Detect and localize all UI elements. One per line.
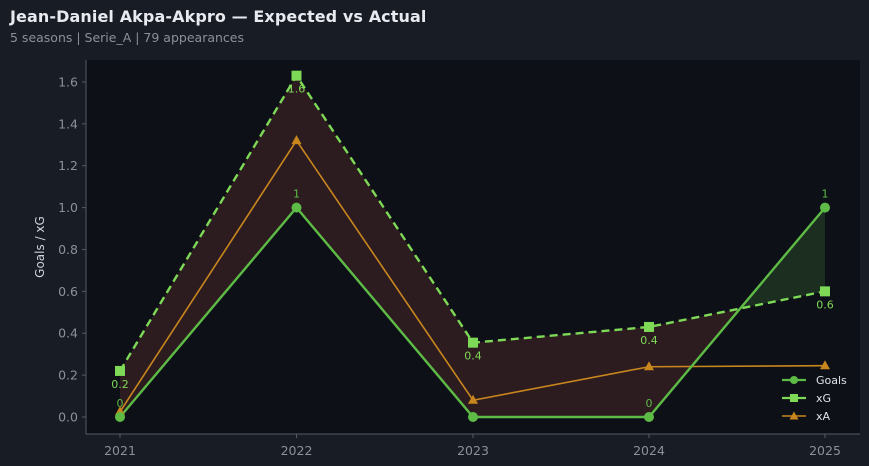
chart-subtitle: 5 seasons | Serie_A | 79 appearances xyxy=(10,30,244,45)
goals-point[interactable] xyxy=(291,202,302,213)
y-tick-label: 0.6 xyxy=(58,284,78,299)
data-labels: 0.2 0 1.6 1 0.4 0.4 0 0.6 1 xyxy=(111,83,834,410)
y-tick-label: 0.4 xyxy=(58,326,78,341)
goals-value-label: 0 xyxy=(117,397,124,410)
square-marker-icon xyxy=(790,394,798,402)
legend: Goals xG xA xyxy=(782,374,847,423)
x-axis-ticks: 2021 2022 2023 2024 2025 xyxy=(104,434,841,458)
goals-point[interactable] xyxy=(644,412,654,422)
y-tick-label: 1.4 xyxy=(58,116,78,131)
legend-label-goals: Goals xyxy=(816,374,847,387)
xg-value-label: 0.4 xyxy=(640,334,658,347)
y-tick-label: 0.0 xyxy=(58,410,78,425)
x-tick-label: 2023 xyxy=(457,443,489,458)
xg-point[interactable] xyxy=(291,70,302,81)
y-axis-ticks: 0.0 0.2 0.4 0.6 0.8 1.0 1.2 1.4 1.6 xyxy=(58,74,86,425)
goals-value-label: 1 xyxy=(822,188,829,201)
y-tick-label: 1.2 xyxy=(58,158,78,173)
xa-point[interactable] xyxy=(291,135,302,145)
triangle-marker-icon xyxy=(789,411,799,420)
y-tick-label: 1.6 xyxy=(58,74,78,89)
goals-point[interactable] xyxy=(820,202,830,213)
legend-item-goals[interactable]: Goals xyxy=(782,374,847,387)
xg-value-label: 0.2 xyxy=(111,378,129,391)
x-tick-label: 2025 xyxy=(809,443,841,458)
y-axis-label: Goals / xG xyxy=(33,216,47,278)
goals-value-label: 1 xyxy=(293,188,300,201)
legend-item-xg[interactable]: xG xyxy=(782,392,831,405)
goals-point[interactable] xyxy=(468,412,478,422)
xg-point[interactable] xyxy=(820,286,830,297)
xg-value-label: 1.6 xyxy=(288,83,306,96)
chart-title: Jean-Daniel Akpa-Akpro — Expected vs Act… xyxy=(10,7,427,26)
xa-point[interactable] xyxy=(644,361,654,371)
legend-label-xg: xG xyxy=(816,392,831,405)
xg-value-label: 0.4 xyxy=(464,350,482,363)
xg-point[interactable] xyxy=(644,321,654,332)
x-tick-label: 2021 xyxy=(104,443,136,458)
legend-label-xa: xA xyxy=(816,410,831,423)
xa-point[interactable] xyxy=(820,360,830,370)
xg-point[interactable] xyxy=(115,365,125,376)
y-tick-label: 0.2 xyxy=(58,368,78,383)
x-tick-label: 2022 xyxy=(281,443,313,458)
xa-point[interactable] xyxy=(468,394,478,404)
xg-point[interactable] xyxy=(468,337,478,348)
legend-item-xa[interactable]: xA xyxy=(782,410,831,423)
goals-value-label: 0 xyxy=(646,397,653,410)
y-tick-label: 0.8 xyxy=(58,242,78,257)
goals-point[interactable] xyxy=(115,412,125,422)
x-tick-label: 2024 xyxy=(633,443,665,458)
y-tick-label: 1.0 xyxy=(58,200,78,215)
circle-marker-icon xyxy=(790,376,798,384)
series-markers xyxy=(115,70,830,422)
xg-value-label: 0.6 xyxy=(816,298,834,311)
